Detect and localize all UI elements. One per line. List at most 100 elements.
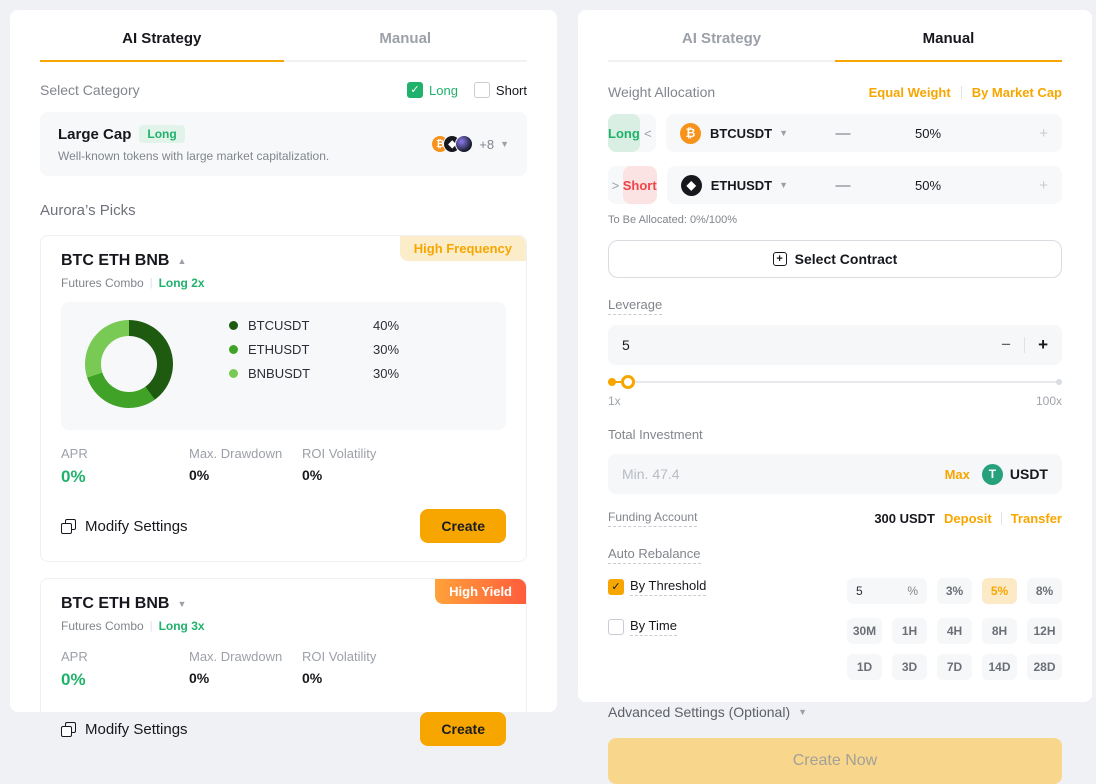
to-be-allocated-text: To Be Allocated: 0%/100% — [608, 214, 738, 226]
slider-handle[interactable] — [621, 375, 635, 389]
funding-balance: 300 USDT — [874, 511, 936, 526]
strategy-title: BTC ETH BNB — [61, 252, 170, 269]
more-coins-count: +8 — [479, 136, 495, 152]
strategy-card-high-yield: High Yield BTC ETH BNB ▼ Futures Combo |… — [40, 578, 527, 765]
chevron-left-icon[interactable]: < — [644, 125, 652, 141]
leverage-decrease-button[interactable]: − — [1001, 335, 1012, 354]
time-option-14d[interactable]: 14D — [982, 654, 1017, 680]
weight-allocation-label: Weight Allocation — [608, 84, 716, 100]
max-drawdown-label: Max. Drawdown — [189, 446, 283, 461]
short-checkbox-label: Short — [495, 82, 527, 98]
empty-checkbox-icon — [473, 82, 490, 98]
time-option-3d[interactable]: 3D — [892, 654, 927, 680]
tab-manual[interactable]: Manual — [835, 10, 1062, 62]
side-toggle: Long < — [608, 114, 656, 152]
category-title: Large Cap — [58, 125, 132, 143]
short-side-button[interactable]: Short — [622, 166, 657, 204]
threshold-option-3[interactable]: 3% — [937, 578, 972, 604]
max-drawdown-label: Max. Drawdown — [189, 649, 283, 664]
weight-decrease-button[interactable]: — — [835, 176, 851, 194]
leverage-input-box: − + — [608, 325, 1062, 365]
category-card-large-cap[interactable]: Large Cap Long Well-known tokens with la… — [40, 112, 527, 176]
auto-rebalance-label: Auto Rebalance — [608, 546, 701, 564]
time-option-12h[interactable]: 12H — [1027, 618, 1062, 644]
legend-item: ETHUSDT 30% — [229, 342, 399, 357]
by-threshold-checkbox[interactable]: ✓ By Threshold — [608, 578, 707, 596]
ai-strategy-panel: AI Strategy Manual Select Category ✓ Lon… — [10, 10, 557, 765]
strategy-title: BTC ETH BNB — [61, 595, 170, 612]
currency-label: USDT — [1009, 466, 1048, 482]
chart-legend: BTCUSDT 40% ETHUSDT 30% BNBUSDT 30% — [229, 318, 399, 390]
legend-dot — [229, 345, 238, 354]
threshold-option-8[interactable]: 8% — [1027, 578, 1062, 604]
long-side-button[interactable]: Long — [608, 114, 640, 152]
create-now-button[interactable]: Create Now — [608, 738, 1062, 784]
modify-settings-icon — [61, 518, 76, 534]
threshold-input[interactable] — [856, 584, 908, 598]
chevron-down-icon[interactable]: ▼ — [500, 139, 509, 149]
leverage-slider[interactable] — [608, 375, 1062, 389]
chevron-down-icon[interactable]: ▼ — [779, 180, 788, 190]
select-category-label: Select Category — [40, 82, 140, 98]
weight-increase-button[interactable]: + — [1039, 124, 1048, 142]
time-option-1d[interactable]: 1D — [847, 654, 882, 680]
contract-selector-btcusdt[interactable]: ₿ BTCUSDT ▼ — 50% + — [665, 114, 1062, 152]
eth-coin-icon: ◆ — [680, 174, 702, 196]
create-button[interactable]: Create — [420, 712, 506, 746]
by-market-cap-link[interactable]: By Market Cap — [971, 84, 1062, 100]
legend-dot — [229, 321, 238, 330]
long-badge: Long — [139, 125, 185, 143]
contract-selector-ethusdt[interactable]: ◆ ETHUSDT ▼ — 50% + — [666, 166, 1062, 204]
weight-value: 50% — [914, 177, 942, 193]
strategy-type: Futures Combo — [61, 276, 144, 290]
coin-icon — [455, 135, 474, 153]
modify-settings-icon — [61, 721, 76, 737]
time-option-4h[interactable]: 4H — [937, 618, 972, 644]
short-checkbox[interactable]: Short — [473, 82, 527, 98]
coin-stack: ₿ ◆ — [431, 135, 474, 153]
roi-volatility-value: 0% — [302, 467, 323, 483]
category-description: Well-known tokens with large market capi… — [58, 149, 330, 163]
right-tab-bar: AI Strategy Manual — [608, 10, 1062, 62]
apr-label: APR — [61, 446, 88, 461]
chevron-down-icon[interactable]: ▼ — [177, 599, 187, 609]
chevron-up-icon[interactable]: ▲ — [177, 256, 187, 266]
apr-value: 0% — [61, 670, 86, 689]
equal-weight-link[interactable]: Equal Weight — [868, 84, 951, 100]
create-button[interactable]: Create — [420, 509, 506, 543]
time-option-1h[interactable]: 1H — [892, 618, 927, 644]
modify-settings-button[interactable]: Modify Settings — [61, 721, 188, 738]
time-option-7d[interactable]: 7D — [937, 654, 972, 680]
max-button[interactable]: Max — [944, 466, 970, 482]
allocation-chart: BTCUSDT 40% ETHUSDT 30% BNBUSDT 30% — [61, 302, 506, 430]
weight-decrease-button[interactable]: — — [835, 124, 851, 142]
chevron-down-icon[interactable]: ▼ — [779, 128, 788, 138]
manual-panel: AI Strategy Manual Weight Allocation Equ… — [578, 10, 1092, 784]
tab-ai-strategy[interactable]: AI Strategy — [40, 10, 284, 62]
time-option-28d[interactable]: 28D — [1027, 654, 1062, 680]
by-time-checkbox[interactable]: By Time — [608, 618, 677, 636]
leverage-input[interactable] — [622, 337, 1002, 353]
by-time-label: By Time — [630, 618, 677, 636]
modify-settings-button[interactable]: Modify Settings — [61, 518, 188, 535]
leverage-increase-button[interactable]: + — [1038, 335, 1048, 354]
weight-increase-button[interactable]: + — [1039, 176, 1048, 194]
slider-min-label: 1x — [608, 394, 621, 408]
select-contract-button[interactable]: + Select Contract — [608, 240, 1062, 278]
threshold-option-5[interactable]: 5% — [982, 578, 1017, 604]
time-option-8h[interactable]: 8H — [982, 618, 1017, 644]
chevron-right-icon[interactable]: > — [611, 177, 620, 193]
investment-input[interactable] — [622, 466, 945, 482]
legend-item: BNBUSDT 30% — [229, 366, 399, 381]
tab-ai-strategy[interactable]: AI Strategy — [608, 10, 835, 62]
chevron-down-icon: ▼ — [798, 707, 808, 717]
transfer-link[interactable]: Transfer — [1010, 511, 1062, 526]
deposit-link[interactable]: Deposit — [944, 511, 992, 526]
by-threshold-label: By Threshold — [630, 578, 707, 596]
long-checkbox[interactable]: ✓ Long — [407, 82, 458, 98]
max-drawdown-value: 0% — [189, 670, 210, 686]
tab-manual[interactable]: Manual — [283, 10, 527, 62]
time-option-30m[interactable]: 30M — [847, 618, 882, 644]
empty-checkbox-icon — [608, 619, 624, 635]
advanced-settings-toggle[interactable]: Advanced Settings (Optional) ▼ — [608, 704, 808, 720]
